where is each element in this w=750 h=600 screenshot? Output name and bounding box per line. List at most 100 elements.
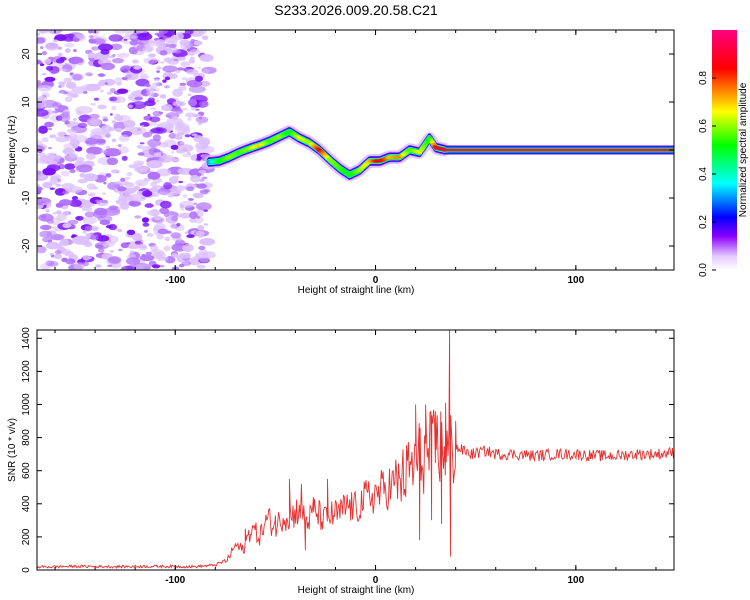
noise-blob xyxy=(37,85,52,92)
colorbar-label: Normalized spectral amplitude xyxy=(738,82,749,217)
noise-blob xyxy=(150,127,164,134)
noise-blob xyxy=(128,46,138,55)
noise-blob xyxy=(163,245,171,252)
noise-blob xyxy=(144,83,151,87)
noise-blob xyxy=(84,242,90,246)
noise-blob xyxy=(64,163,76,170)
noise-blob xyxy=(45,260,55,267)
tone-band-core xyxy=(445,148,674,152)
noise-blob xyxy=(129,40,138,46)
y-tick-label: 200 xyxy=(21,528,32,545)
noise-blob xyxy=(159,61,165,64)
noise-blob xyxy=(54,250,62,255)
noise-blob xyxy=(195,202,212,211)
snr-frame xyxy=(36,329,675,571)
noise-blob xyxy=(185,112,197,118)
noise-blob xyxy=(77,62,83,66)
noise-blob xyxy=(134,240,142,244)
noise-blob xyxy=(116,82,122,86)
noise-blob xyxy=(117,144,122,148)
noise-blob xyxy=(179,200,195,208)
noise-blob xyxy=(112,53,116,57)
noise-blob xyxy=(204,188,211,193)
noise-blob xyxy=(37,170,42,175)
noise-blob xyxy=(58,81,66,85)
noise-blob xyxy=(175,134,183,140)
noise-blob xyxy=(180,208,185,211)
noise-blob xyxy=(49,134,57,139)
noise-blob xyxy=(159,50,168,56)
noise-blob xyxy=(164,236,171,242)
noise-blob xyxy=(200,80,211,87)
noise-blob xyxy=(182,68,189,72)
noise-blob xyxy=(113,30,128,34)
noise-blob xyxy=(151,82,159,88)
colorbar-tick-label: 0.8 xyxy=(698,71,709,85)
noise-blob xyxy=(102,116,108,120)
noise-blob xyxy=(114,77,123,84)
noise-blob xyxy=(126,242,131,245)
noise-blob xyxy=(60,84,65,88)
noise-blob xyxy=(181,260,192,267)
noise-blob xyxy=(102,118,109,122)
noise-blob xyxy=(133,185,141,191)
noise-blob xyxy=(82,230,87,233)
noise-blob xyxy=(121,66,130,72)
noise-blob xyxy=(190,56,195,60)
noise-blob xyxy=(64,42,75,48)
noise-blob xyxy=(160,200,172,209)
snr-panel: -100 0 100 0 200 400 600 800 1000 1200 1400 Heigh… xyxy=(7,327,675,596)
noise-blob xyxy=(72,143,79,149)
noise-blob xyxy=(196,172,202,177)
noise-blob xyxy=(201,35,209,41)
noise-blob xyxy=(133,65,142,70)
noise-blob xyxy=(153,215,162,221)
noise-blob xyxy=(100,48,110,55)
noise-blob xyxy=(73,235,89,244)
noise-blob xyxy=(112,58,124,64)
noise-blob xyxy=(197,225,205,231)
noise-blob xyxy=(38,175,48,180)
noise-blob xyxy=(162,65,178,73)
noise-blob xyxy=(128,193,147,202)
noise-blob xyxy=(158,30,169,34)
noise-blob xyxy=(124,182,135,188)
spectrogram-y-ticks: -20 -10 0 10 20 xyxy=(21,48,674,253)
noise-blob xyxy=(170,232,182,239)
noise-blob xyxy=(156,70,161,73)
noise-blob xyxy=(84,211,95,218)
noise-blob xyxy=(70,134,88,143)
noise-blob xyxy=(137,152,145,156)
noise-blob xyxy=(103,148,122,157)
noise-blob xyxy=(198,245,206,251)
noise-blob xyxy=(37,95,48,104)
noise-blob xyxy=(38,213,54,222)
noise-blob xyxy=(181,77,188,81)
noise-blob xyxy=(187,198,194,201)
noise-blob xyxy=(49,252,55,256)
noise-blob xyxy=(132,59,139,64)
noise-blob xyxy=(83,173,98,182)
noise-blob xyxy=(72,37,80,42)
noise-blob xyxy=(113,181,121,185)
snr-x-ticks: -100 0 100 xyxy=(54,330,657,586)
spectrogram-y-label: Frequency (Hz) xyxy=(7,116,18,185)
noise-blob xyxy=(96,138,106,144)
noise-blob xyxy=(48,147,53,150)
colorbar-tick-label: 0.0 xyxy=(698,263,709,277)
noise-blob xyxy=(187,93,192,97)
noise-blob xyxy=(193,202,197,205)
chart-title: S233.2026.009.20.58.C21 xyxy=(274,2,438,18)
noise-blob xyxy=(195,230,205,237)
noise-blob xyxy=(176,222,181,227)
noise-blob xyxy=(110,43,123,50)
noise-blob xyxy=(64,48,71,53)
noise-blob xyxy=(138,30,144,33)
noise-blob xyxy=(69,199,82,207)
noise-blob xyxy=(152,110,163,117)
noise-blob xyxy=(193,40,203,46)
noise-blob xyxy=(37,245,47,254)
noise-blob xyxy=(91,46,100,51)
x-tick-label: 0 xyxy=(373,275,379,286)
noise-blob xyxy=(107,256,122,264)
